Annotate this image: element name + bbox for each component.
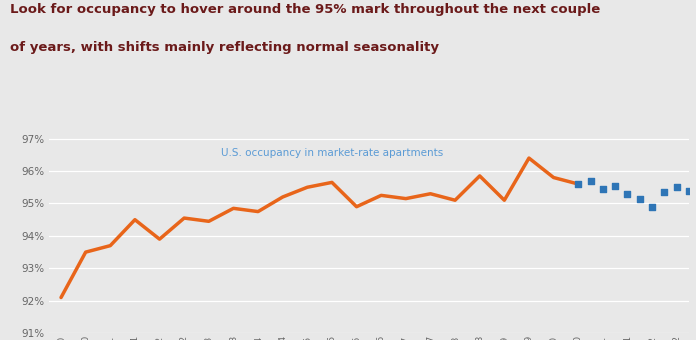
Text: Look for occupancy to hover around the 95% mark throughout the next couple: Look for occupancy to hover around the 9… xyxy=(10,3,601,16)
Point xyxy=(634,196,645,201)
Point xyxy=(610,183,621,188)
Text: U.S. occupancy in market-rate apartments: U.S. occupancy in market-rate apartments xyxy=(221,148,443,158)
Point xyxy=(573,181,584,187)
Text: of years, with shifts mainly reflecting normal seasonality: of years, with shifts mainly reflecting … xyxy=(10,41,439,54)
Point xyxy=(585,178,596,184)
Point xyxy=(622,191,633,197)
Point xyxy=(659,189,670,195)
Point xyxy=(683,188,695,193)
Point xyxy=(597,186,608,192)
Point xyxy=(647,204,658,209)
Point xyxy=(671,185,682,190)
